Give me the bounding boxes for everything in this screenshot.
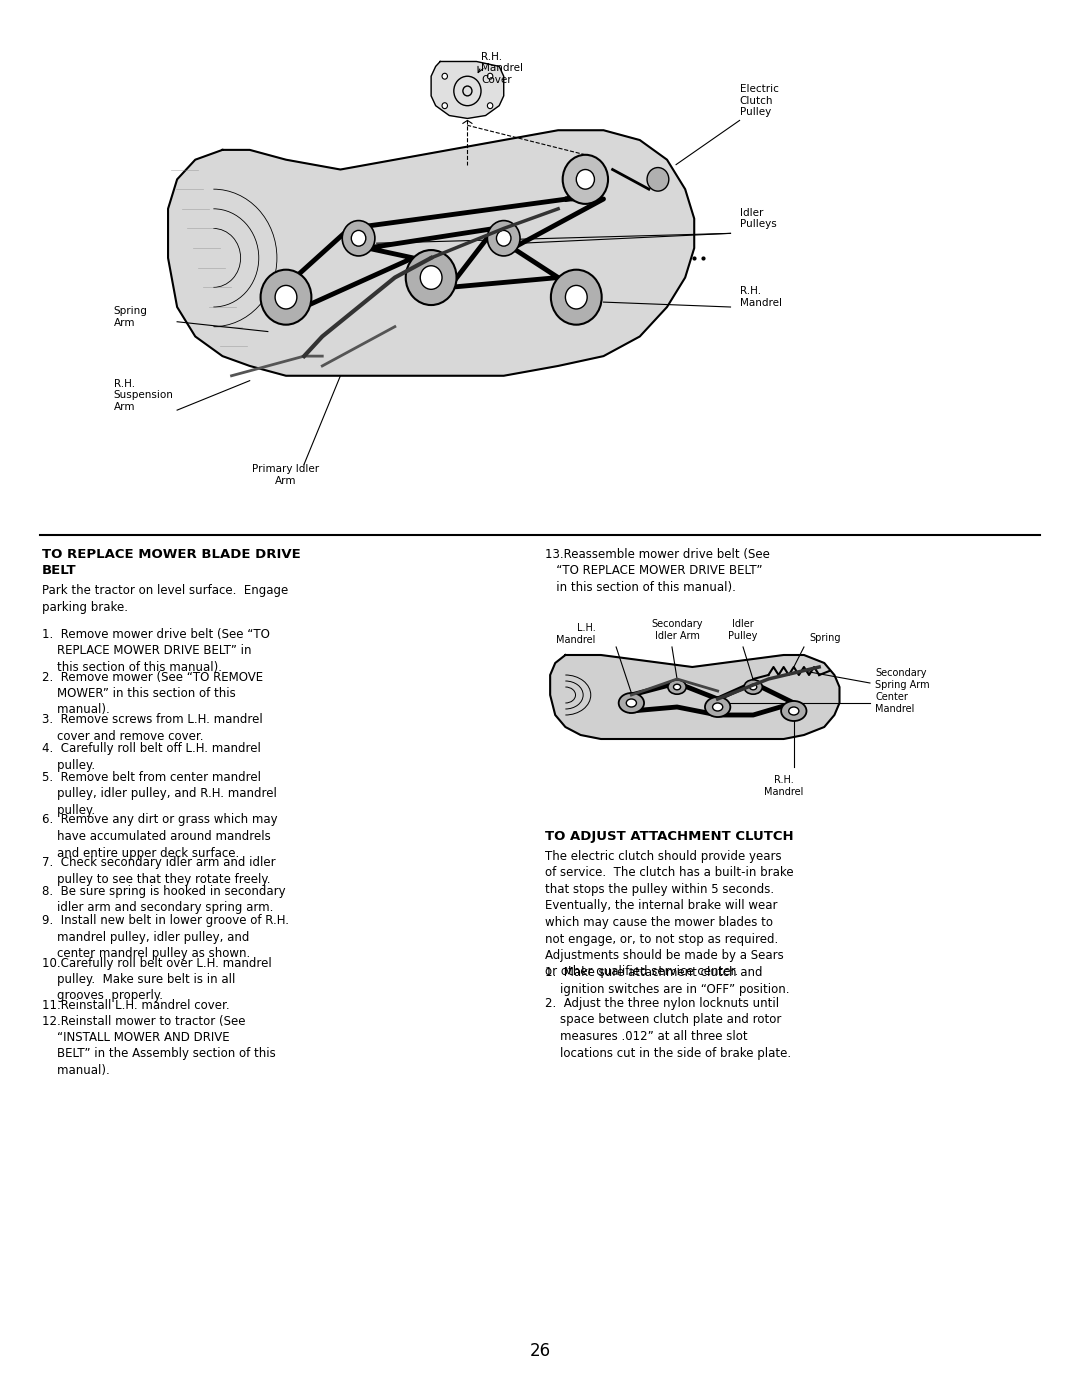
Text: 9.  Install new belt in lower groove of R.H.
    mandrel pulley, idler pulley, a: 9. Install new belt in lower groove of R… (42, 914, 289, 960)
Polygon shape (168, 130, 694, 375)
Text: BELT: BELT (42, 564, 77, 578)
Text: 11.Reinstall L.H. mandrel cover.: 11.Reinstall L.H. mandrel cover. (42, 999, 230, 1011)
Text: Idler
Pulley: Idler Pulley (728, 619, 758, 640)
Text: 6.  Remove any dirt or grass which may
    have accumulated around mandrels
    : 6. Remove any dirt or grass which may ha… (42, 813, 278, 859)
Text: Spring
Arm: Spring Arm (113, 306, 148, 328)
Text: Electric
Clutch
Pulley: Electric Clutch Pulley (740, 84, 779, 117)
Text: 13.Reassemble mower drive belt (See
   “TO REPLACE MOWER DRIVE BELT”
   in this : 13.Reassemble mower drive belt (See “TO … (545, 548, 770, 594)
Circle shape (647, 167, 669, 191)
Text: 7.  Check secondary idler arm and idler
    pulley to see that they rotate freel: 7. Check secondary idler arm and idler p… (42, 857, 275, 886)
Text: 3.  Remove screws from L.H. mandrel
    cover and remove cover.: 3. Remove screws from L.H. mandrel cover… (42, 713, 262, 742)
Text: R.H.
Mandrel: R.H. Mandrel (764, 776, 804, 797)
Text: 2.  Adjust the three nylon locknuts until
    space between clutch plate and rot: 2. Adjust the three nylon locknuts until… (545, 997, 792, 1059)
Circle shape (275, 286, 297, 308)
Circle shape (667, 679, 686, 695)
Circle shape (487, 74, 492, 80)
Circle shape (487, 220, 521, 255)
Circle shape (674, 684, 680, 689)
Text: Secondary
Spring Arm: Secondary Spring Arm (875, 668, 930, 689)
Circle shape (750, 684, 757, 689)
Circle shape (442, 103, 447, 109)
Polygon shape (431, 61, 503, 119)
Text: Primary Idler
Arm: Primary Idler Arm (253, 465, 320, 485)
Circle shape (781, 702, 807, 721)
Text: Center
Mandrel: Center Mandrel (875, 692, 915, 714)
Text: 4.  Carefully roll belt off L.H. mandrel
    pulley.: 4. Carefully roll belt off L.H. mandrel … (42, 742, 261, 771)
Text: 1.  Remove mower drive belt (See “TO
    REPLACE MOWER DRIVE BELT” in
    this s: 1. Remove mower drive belt (See “TO REPL… (42, 628, 270, 674)
Circle shape (744, 679, 762, 695)
Text: R.H.
Mandrel
Cover: R.H. Mandrel Cover (481, 52, 523, 85)
Circle shape (487, 103, 492, 109)
Circle shape (563, 155, 608, 204)
Circle shape (705, 698, 730, 717)
Text: 8.  Be sure spring is hooked in secondary
    idler arm and secondary spring arm: 8. Be sure spring is hooked in secondary… (42, 884, 285, 915)
Circle shape (551, 269, 602, 325)
Circle shape (566, 286, 588, 308)
Circle shape (626, 699, 636, 707)
Circle shape (342, 220, 375, 255)
Text: 10.Carefully roll belt over L.H. mandrel
    pulley.  Make sure belt is in all
 : 10.Carefully roll belt over L.H. mandrel… (42, 957, 272, 1003)
Text: 26: 26 (529, 1342, 551, 1360)
Circle shape (406, 250, 457, 306)
Text: R.H.
Mandrel: R.H. Mandrel (740, 286, 782, 308)
Text: R.H.
Suspension
Arm: R.H. Suspension Arm (113, 379, 174, 412)
Text: Idler
Pulleys: Idler Pulleys (740, 208, 777, 229)
Polygon shape (550, 656, 839, 739)
Text: Secondary
Idler Arm: Secondary Idler Arm (651, 619, 703, 640)
Text: TO REPLACE MOWER BLADE DRIVE: TO REPLACE MOWER BLADE DRIVE (42, 548, 300, 561)
Circle shape (260, 269, 311, 325)
Circle shape (351, 230, 366, 246)
Text: 12.Reinstall mower to tractor (See
    “INSTALL MOWER AND DRIVE
    BELT” in the: 12.Reinstall mower to tractor (See “INST… (42, 1014, 275, 1077)
Text: TO ADJUST ATTACHMENT CLUTCH: TO ADJUST ATTACHMENT CLUTCH (545, 830, 794, 843)
Circle shape (420, 266, 442, 289)
Text: Spring: Spring (809, 633, 840, 643)
Text: L.H.
Mandrel: L.H. Mandrel (556, 624, 596, 644)
Circle shape (577, 170, 594, 190)
Text: 1.  Make sure attachment clutch and
    ignition switches are in “OFF” position.: 1. Make sure attachment clutch and ignit… (545, 965, 789, 996)
Circle shape (497, 230, 511, 246)
Circle shape (788, 707, 799, 716)
Text: 2.  Remove mower (See “TO REMOVE
    MOWER” in this section of this
    manual).: 2. Remove mower (See “TO REMOVE MOWER” i… (42, 671, 264, 717)
Text: Park the tractor on level surface.  Engage
parking brake.: Park the tractor on level surface. Engag… (42, 585, 288, 614)
Circle shape (713, 703, 723, 711)
Circle shape (442, 74, 447, 80)
Circle shape (619, 693, 644, 713)
Text: 5.  Remove belt from center mandrel
    pulley, idler pulley, and R.H. mandrel
 : 5. Remove belt from center mandrel pulle… (42, 771, 276, 817)
Text: The electric clutch should provide years
of service.  The clutch has a built-in : The electric clutch should provide years… (545, 850, 794, 978)
